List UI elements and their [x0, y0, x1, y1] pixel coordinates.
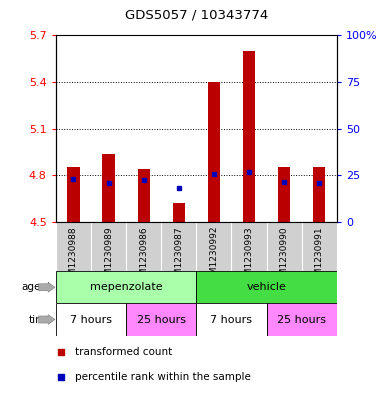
- Bar: [196, 271, 337, 303]
- Text: GSM1230989: GSM1230989: [104, 226, 113, 286]
- Bar: [278, 167, 290, 222]
- Bar: [172, 203, 185, 222]
- Bar: [313, 167, 325, 222]
- Text: GDS5057 / 10343774: GDS5057 / 10343774: [125, 9, 268, 22]
- Bar: [208, 82, 220, 222]
- Bar: [56, 303, 126, 336]
- Text: GSM1230992: GSM1230992: [209, 226, 218, 286]
- Text: time: time: [28, 314, 52, 325]
- Text: GSM1230987: GSM1230987: [174, 226, 183, 286]
- Bar: [266, 303, 337, 336]
- Text: transformed count: transformed count: [75, 347, 173, 357]
- Text: GSM1230990: GSM1230990: [280, 226, 289, 286]
- Text: 25 hours: 25 hours: [137, 314, 186, 325]
- Bar: [102, 154, 115, 222]
- Bar: [196, 303, 266, 336]
- Text: agent: agent: [22, 282, 52, 292]
- Bar: [67, 167, 80, 222]
- Bar: [126, 303, 196, 336]
- Bar: [243, 51, 255, 222]
- Bar: [56, 271, 196, 303]
- Text: GSM1230988: GSM1230988: [69, 226, 78, 286]
- Text: GSM1230986: GSM1230986: [139, 226, 148, 286]
- Text: 7 hours: 7 hours: [70, 314, 112, 325]
- Text: 25 hours: 25 hours: [277, 314, 326, 325]
- Text: GSM1230993: GSM1230993: [244, 226, 254, 286]
- Bar: [137, 169, 150, 222]
- Text: 7 hours: 7 hours: [211, 314, 253, 325]
- Text: mepenzolate: mepenzolate: [90, 282, 162, 292]
- Text: vehicle: vehicle: [247, 282, 286, 292]
- Text: GSM1230991: GSM1230991: [315, 226, 324, 286]
- Text: percentile rank within the sample: percentile rank within the sample: [75, 372, 251, 382]
